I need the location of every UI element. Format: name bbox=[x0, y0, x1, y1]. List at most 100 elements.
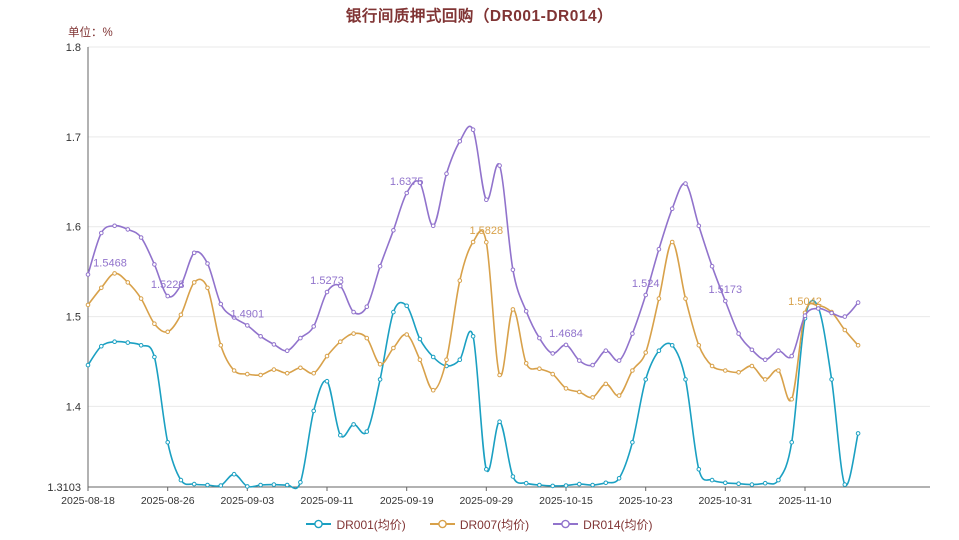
data-point-marker-dr001 bbox=[457, 357, 463, 363]
data-point-marker-dr007 bbox=[85, 302, 91, 308]
data-point-marker-dr001 bbox=[138, 343, 144, 348]
chart-title: 银行间质押式回购（DR001-DR014） bbox=[345, 8, 614, 25]
point-value-label: 1.4684 bbox=[549, 328, 583, 340]
data-point-marker-dr014 bbox=[470, 127, 476, 132]
data-point-marker-dr007 bbox=[776, 368, 781, 373]
data-point-marker-dr007 bbox=[470, 239, 476, 245]
data-point-marker-dr007 bbox=[311, 370, 317, 376]
data-point-marker-dr007 bbox=[709, 363, 715, 369]
data-point-marker-dr001 bbox=[537, 482, 542, 488]
y-tick-label: 1.4 bbox=[66, 401, 81, 413]
data-point-marker-dr001 bbox=[789, 440, 795, 445]
data-point-marker-dr001 bbox=[165, 440, 170, 445]
data-point-marker-dr007 bbox=[510, 307, 516, 312]
legend-item-dr014[interactable]: DR014(均价) bbox=[553, 516, 653, 533]
data-point-marker-dr001 bbox=[736, 481, 741, 487]
data-point-marker-dr001 bbox=[669, 343, 675, 348]
data-point-marker-dr014 bbox=[656, 246, 662, 252]
data-point-marker-dr007 bbox=[616, 393, 622, 398]
data-point-marker-dr007 bbox=[563, 386, 569, 391]
data-point-marker-dr007 bbox=[683, 296, 688, 301]
data-point-marker-dr001 bbox=[218, 483, 224, 488]
data-point-marker-dr007 bbox=[138, 296, 144, 301]
data-point-marker-dr014 bbox=[205, 261, 210, 266]
legend-item-dr007[interactable]: DR007(均价) bbox=[429, 516, 529, 533]
data-point-marker-dr014 bbox=[590, 362, 595, 368]
data-point-marker-dr014 bbox=[762, 357, 768, 363]
data-point-marker-dr001 bbox=[484, 467, 489, 472]
data-point-marker-dr001 bbox=[470, 334, 476, 339]
data-point-marker-dr014 bbox=[377, 263, 383, 269]
data-point-marker-dr001 bbox=[324, 378, 330, 384]
data-point-marker-dr007 bbox=[723, 368, 728, 373]
data-point-marker-dr001 bbox=[377, 377, 383, 382]
data-point-marker-dr007 bbox=[377, 361, 383, 367]
axis-unit-label: 单位：% bbox=[68, 27, 113, 39]
data-point-marker-dr014 bbox=[191, 250, 197, 256]
data-point-marker-dr014 bbox=[218, 301, 224, 307]
data-point-marker-dr007 bbox=[855, 343, 861, 348]
data-point-marker-dr007 bbox=[736, 370, 741, 375]
data-point-marker-dr007 bbox=[364, 335, 370, 341]
data-point-marker-dr007 bbox=[112, 271, 117, 276]
data-point-marker-dr001 bbox=[284, 482, 290, 488]
data-point-marker-dr007 bbox=[669, 239, 675, 245]
data-point-marker-dr007 bbox=[603, 381, 609, 387]
data-point-marker-dr001 bbox=[311, 408, 317, 414]
data-point-marker-dr014 bbox=[351, 309, 356, 315]
data-point-marker-dr014 bbox=[550, 351, 556, 356]
data-point-marker-dr014 bbox=[855, 300, 861, 305]
series-line-dr007 bbox=[87, 229, 859, 402]
data-point-marker-dr007 bbox=[630, 368, 635, 373]
data-point-marker-dr014 bbox=[709, 263, 715, 269]
x-tick-label: 2025-10-31 bbox=[698, 495, 752, 507]
data-point-marker-dr007 bbox=[537, 366, 542, 372]
data-point-marker-dr001 bbox=[776, 477, 781, 483]
x-tick-label: 2025-09-19 bbox=[380, 495, 434, 507]
data-point-marker-dr001 bbox=[497, 419, 502, 425]
data-point-marker-dr014 bbox=[696, 223, 702, 229]
legend-line-marker-icon bbox=[429, 519, 455, 529]
point-value-label: 1.6375 bbox=[390, 176, 424, 188]
data-point-marker-dr001 bbox=[351, 422, 356, 427]
data-point-marker-dr014 bbox=[364, 304, 370, 310]
data-point-marker-dr007 bbox=[550, 371, 556, 377]
data-point-marker-dr001 bbox=[550, 483, 556, 489]
data-point-marker-dr007 bbox=[284, 370, 290, 376]
data-point-marker-dr001 bbox=[683, 377, 688, 382]
legend-line-marker-icon bbox=[306, 519, 332, 529]
data-point-marker-dr007 bbox=[218, 343, 224, 348]
data-point-marker-dr001 bbox=[709, 477, 715, 483]
data-point-marker-dr007 bbox=[191, 280, 197, 285]
point-value-label: 1.4901 bbox=[230, 308, 264, 320]
data-point-marker-dr014 bbox=[723, 298, 728, 304]
data-point-marker-dr001 bbox=[391, 309, 396, 315]
data-point-marker-dr014 bbox=[523, 308, 529, 314]
data-point-marker-dr014 bbox=[669, 206, 675, 211]
data-point-marker-dr007 bbox=[231, 368, 237, 373]
data-point-marker-dr007 bbox=[497, 372, 502, 378]
data-point-marker-dr001 bbox=[842, 482, 848, 487]
data-point-marker-dr001 bbox=[338, 432, 343, 438]
data-point-marker-dr014 bbox=[391, 228, 396, 233]
data-point-marker-dr001 bbox=[829, 377, 834, 382]
data-point-marker-dr014 bbox=[789, 353, 795, 359]
data-point-marker-dr014 bbox=[245, 323, 250, 328]
data-point-marker-dr001 bbox=[762, 480, 768, 486]
data-point-marker-dr001 bbox=[178, 477, 184, 483]
data-point-marker-dr014 bbox=[165, 293, 170, 299]
data-point-marker-dr007 bbox=[245, 371, 250, 377]
x-tick-label: 2025-08-18 bbox=[61, 495, 115, 507]
data-point-marker-dr001 bbox=[430, 354, 436, 360]
data-point-marker-dr001 bbox=[616, 476, 622, 481]
data-point-marker-dr001 bbox=[603, 480, 609, 486]
data-point-marker-dr014 bbox=[563, 342, 569, 348]
data-point-marker-dr014 bbox=[842, 314, 848, 319]
data-point-marker-dr007 bbox=[749, 363, 755, 369]
data-point-marker-dr001 bbox=[364, 429, 370, 434]
legend-item-dr001[interactable]: DR001(均价) bbox=[306, 516, 406, 533]
data-point-marker-dr014 bbox=[298, 335, 303, 341]
data-point-marker-dr001 bbox=[99, 343, 104, 349]
data-point-marker-dr001 bbox=[656, 348, 662, 354]
data-point-marker-dr014 bbox=[603, 348, 609, 354]
